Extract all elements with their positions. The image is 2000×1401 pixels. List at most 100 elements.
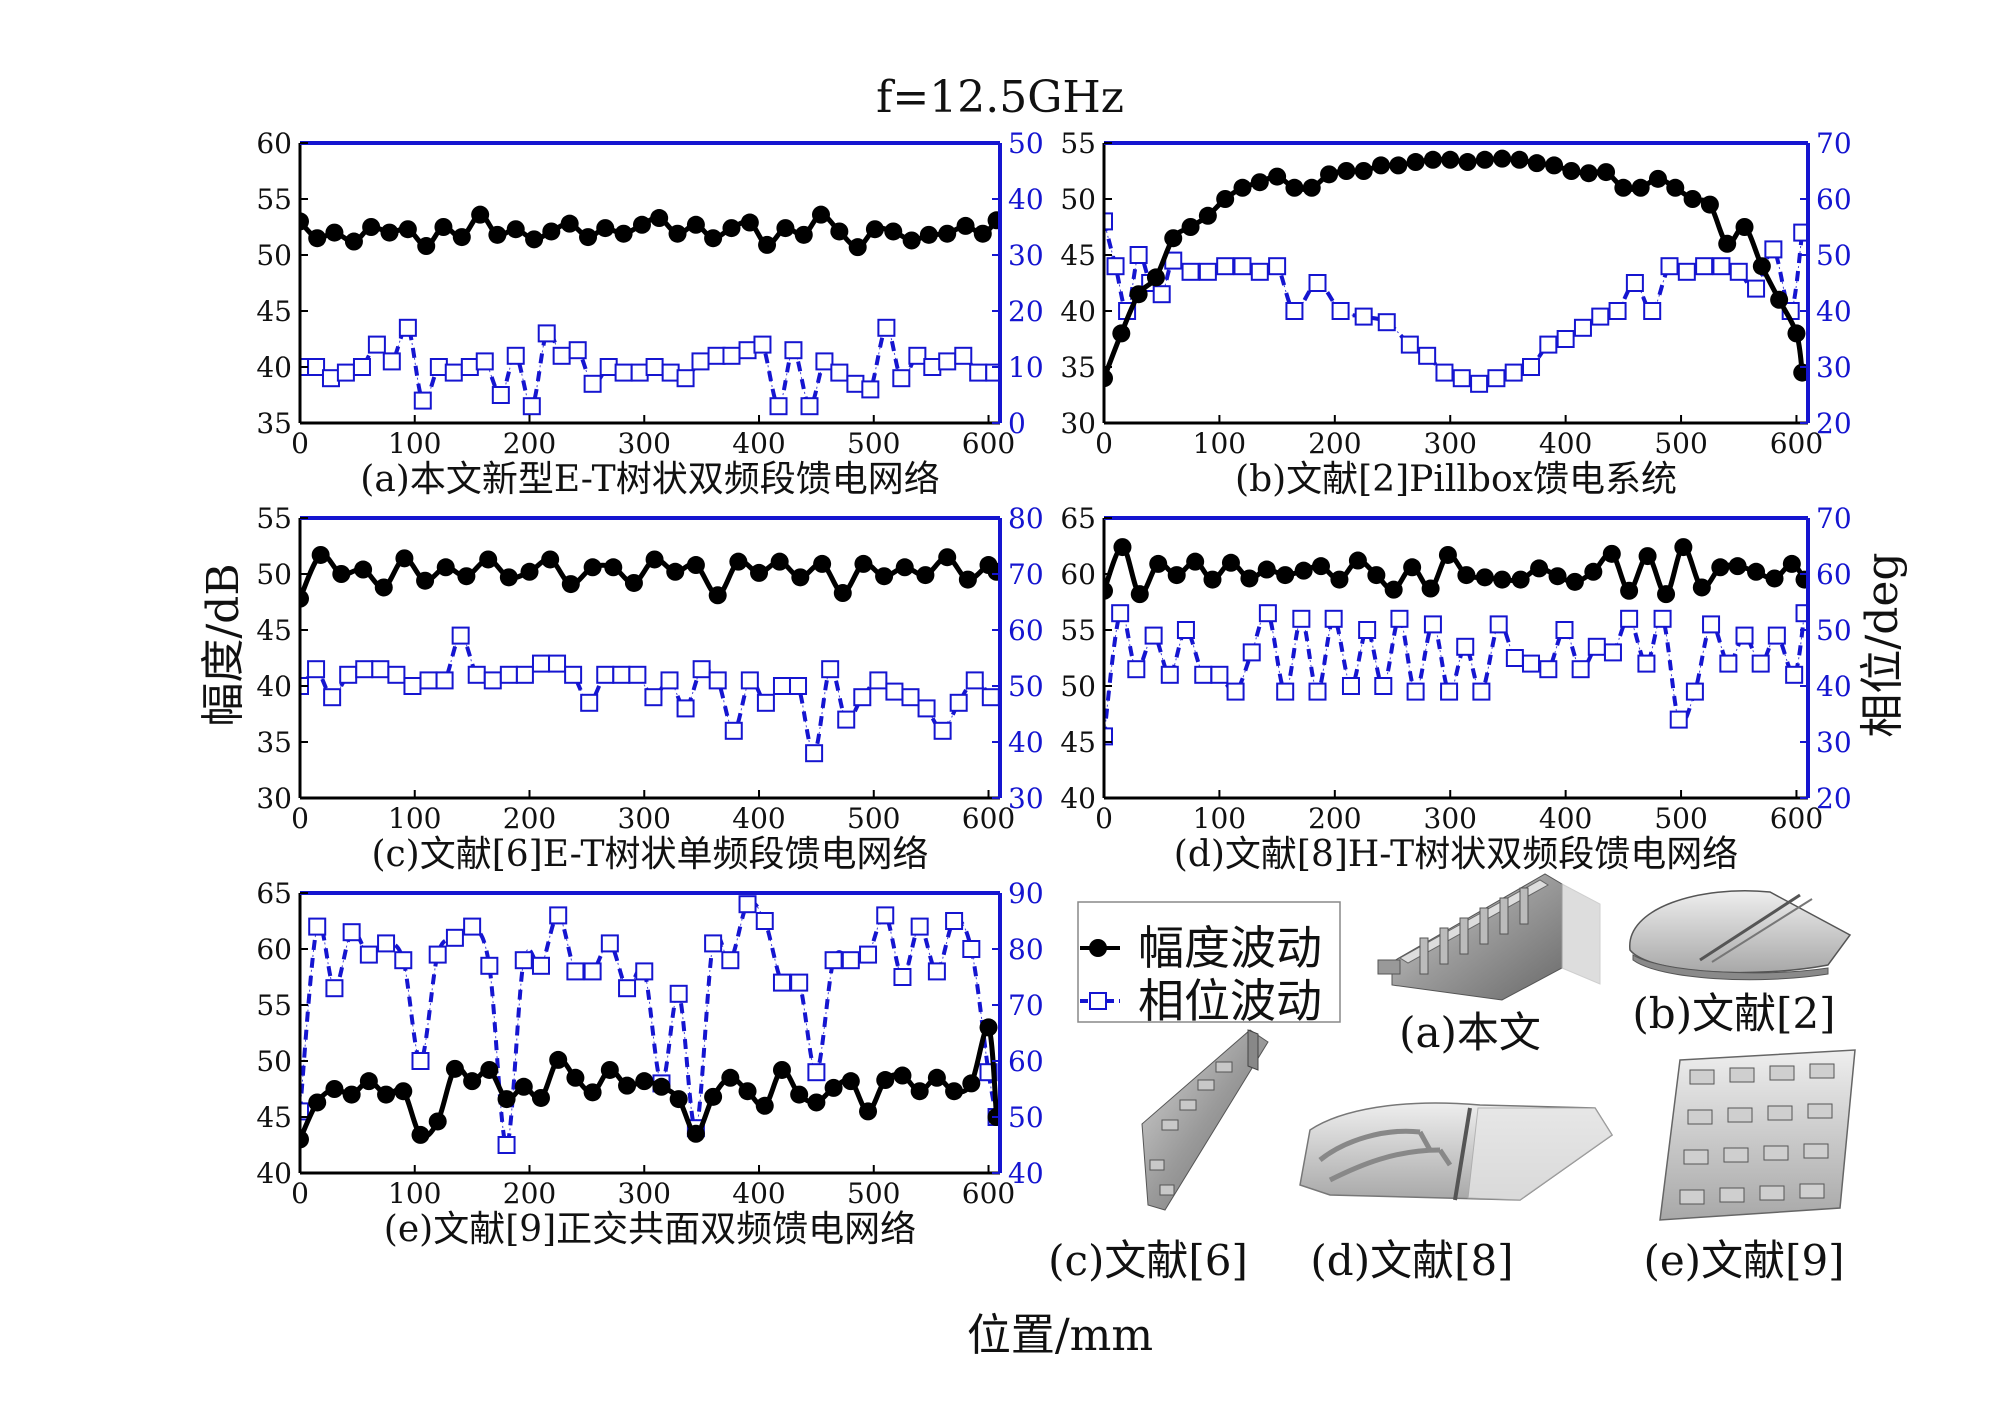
phase-point-d-0 (1104, 727, 1113, 746)
phase-point-e-29 (790, 973, 809, 992)
amplitude-point-a-25 (740, 213, 759, 232)
amplitude-point-b-20 (1441, 150, 1460, 169)
ytick-right-label-c-2: 50 (1008, 670, 1044, 703)
amplitude-point-b-28 (1579, 164, 1598, 183)
amplitude-point-a-0 (300, 212, 309, 231)
amplitude-point-e-11 (480, 1060, 499, 1079)
phase-point-c-2 (323, 688, 342, 707)
amplitude-point-b-41 (1793, 363, 1808, 382)
phase-point-c-23 (660, 671, 679, 690)
amplitude-point-e-16 (566, 1068, 585, 1087)
amplitude-point-c-6 (416, 571, 435, 590)
amplitude-point-b-6 (1198, 206, 1217, 225)
phase-point-a-27 (707, 346, 726, 365)
thumbnail-a-render (1377, 873, 1601, 1001)
amplitude-point-e-12 (497, 1090, 516, 1109)
amplitude-point-c-0 (300, 589, 309, 608)
amplitude-point-a-10 (471, 205, 490, 224)
amplitude-point-b-9 (1250, 173, 1269, 192)
phase-point-a-26 (691, 352, 710, 371)
phase-point-a-25 (676, 369, 695, 388)
xtick-label-c-3: 300 (618, 802, 671, 835)
phase-point-b-37 (1729, 262, 1748, 281)
phase-point-d-34 (1653, 609, 1672, 628)
ytick-right-label-b-0: 20 (1816, 407, 1852, 440)
amplitude-point-b-17 (1389, 156, 1408, 175)
amplitude-point-b-5 (1181, 218, 1200, 236)
amplitude-point-b-35 (1700, 195, 1719, 214)
amplitude-point-e-9 (445, 1059, 464, 1078)
phase-point-a-36 (846, 374, 865, 393)
ytick-right-label-a-5: 50 (1008, 127, 1044, 160)
phase-point-a-20 (599, 358, 618, 376)
amplitude-point-d-10 (1276, 566, 1295, 585)
phase-point-d-42 (1785, 665, 1804, 684)
xtick-label-b-6: 600 (1770, 427, 1823, 460)
subplot-c: 0 100 200 300 400 500 600303540455055304050607… (256, 502, 1043, 875)
phase-point-d-33 (1637, 654, 1656, 673)
amplitude-point-c-30 (916, 566, 935, 585)
legend-frame (1077, 901, 1341, 1023)
phase-point-d-35 (1669, 710, 1688, 729)
amplitude-point-b-15 (1354, 162, 1373, 180)
phase-point-a-8 (413, 391, 432, 410)
amplitude-point-d-25 (1548, 567, 1567, 586)
amplitude-point-a-27 (776, 219, 795, 238)
amplitude-point-a-35 (919, 225, 938, 244)
amplitude-point-d-9 (1257, 560, 1276, 579)
amplitude-point-c-2 (332, 565, 351, 583)
xtick-label-d-5: 500 (1654, 802, 1707, 835)
amplitude-point-d-34 (1711, 558, 1730, 577)
phase-point-d-4 (1160, 665, 1179, 684)
ytick-left-label-b-5: 55 (1060, 127, 1096, 160)
phase-point-d-18 (1390, 609, 1409, 628)
phase-point-d-40 (1751, 654, 1770, 673)
phase-point-e-16 (566, 962, 585, 981)
thumbnail-e-label: (e)文献[9] (1643, 1236, 1844, 1285)
subplot-caption-d: (d)文献[8]H-T树状双频段馈电网络 (1174, 834, 1738, 875)
xtick-label-d-4: 400 (1539, 802, 1592, 835)
amplitude-point-e-6 (394, 1082, 413, 1101)
phase-point-e-15 (549, 906, 568, 925)
phase-point-a-2 (321, 369, 340, 388)
amplitude-point-b-19 (1423, 150, 1442, 169)
phase-point-c-10 (451, 626, 470, 645)
amplitude-point-b-3 (1146, 268, 1165, 287)
phase-point-e-33 (859, 945, 878, 964)
amplitude-point-b-33 (1666, 178, 1685, 197)
amplitude-point-d-26 (1565, 572, 1584, 591)
xtick-label-e-4: 400 (732, 1177, 785, 1210)
phase-point-a-12 (475, 352, 494, 371)
amplitude-point-b-1 (1112, 324, 1131, 343)
amplitude-point-a-11 (488, 225, 507, 244)
phase-point-e-12 (497, 1136, 516, 1154)
ytick-left-label-c-3: 45 (256, 614, 292, 647)
phase-point-a-11 (460, 358, 479, 376)
phase-point-d-31 (1603, 643, 1622, 662)
phase-point-b-32 (1643, 302, 1662, 320)
xtick-label-b-0: 0 (1095, 427, 1113, 460)
amplitude-point-e-36 (910, 1082, 929, 1101)
phase-point-b-8 (1198, 262, 1217, 281)
amplitude-point-b-23 (1493, 149, 1512, 168)
legend-phase-marker (1089, 992, 1107, 1010)
phase-point-b-18 (1400, 335, 1419, 354)
amplitude-point-b-0 (1104, 369, 1113, 388)
phase-point-a-35 (830, 363, 849, 382)
ytick-right-label-c-0: 30 (1008, 782, 1044, 815)
amplitude-point-b-29 (1597, 163, 1616, 182)
amplitude-point-d-36 (1747, 562, 1766, 581)
xtick-label-b-4: 400 (1539, 427, 1592, 460)
amplitude-point-d-29 (1620, 581, 1639, 600)
phase-point-e-30 (807, 1063, 826, 1082)
xtick-label-d-1: 100 (1193, 802, 1246, 835)
amplitude-point-c-32 (958, 570, 977, 589)
ytick-left-label-d-5: 65 (1060, 502, 1096, 535)
amplitude-point-e-26 (738, 1082, 757, 1101)
ytick-right-label-c-5: 80 (1008, 502, 1044, 535)
phase-point-e-27 (755, 912, 774, 930)
amplitude-point-a-1 (308, 229, 327, 248)
phase-point-c-18 (580, 693, 599, 712)
amplitude-point-a-9 (452, 228, 471, 247)
phase-point-c-39 (917, 699, 936, 718)
